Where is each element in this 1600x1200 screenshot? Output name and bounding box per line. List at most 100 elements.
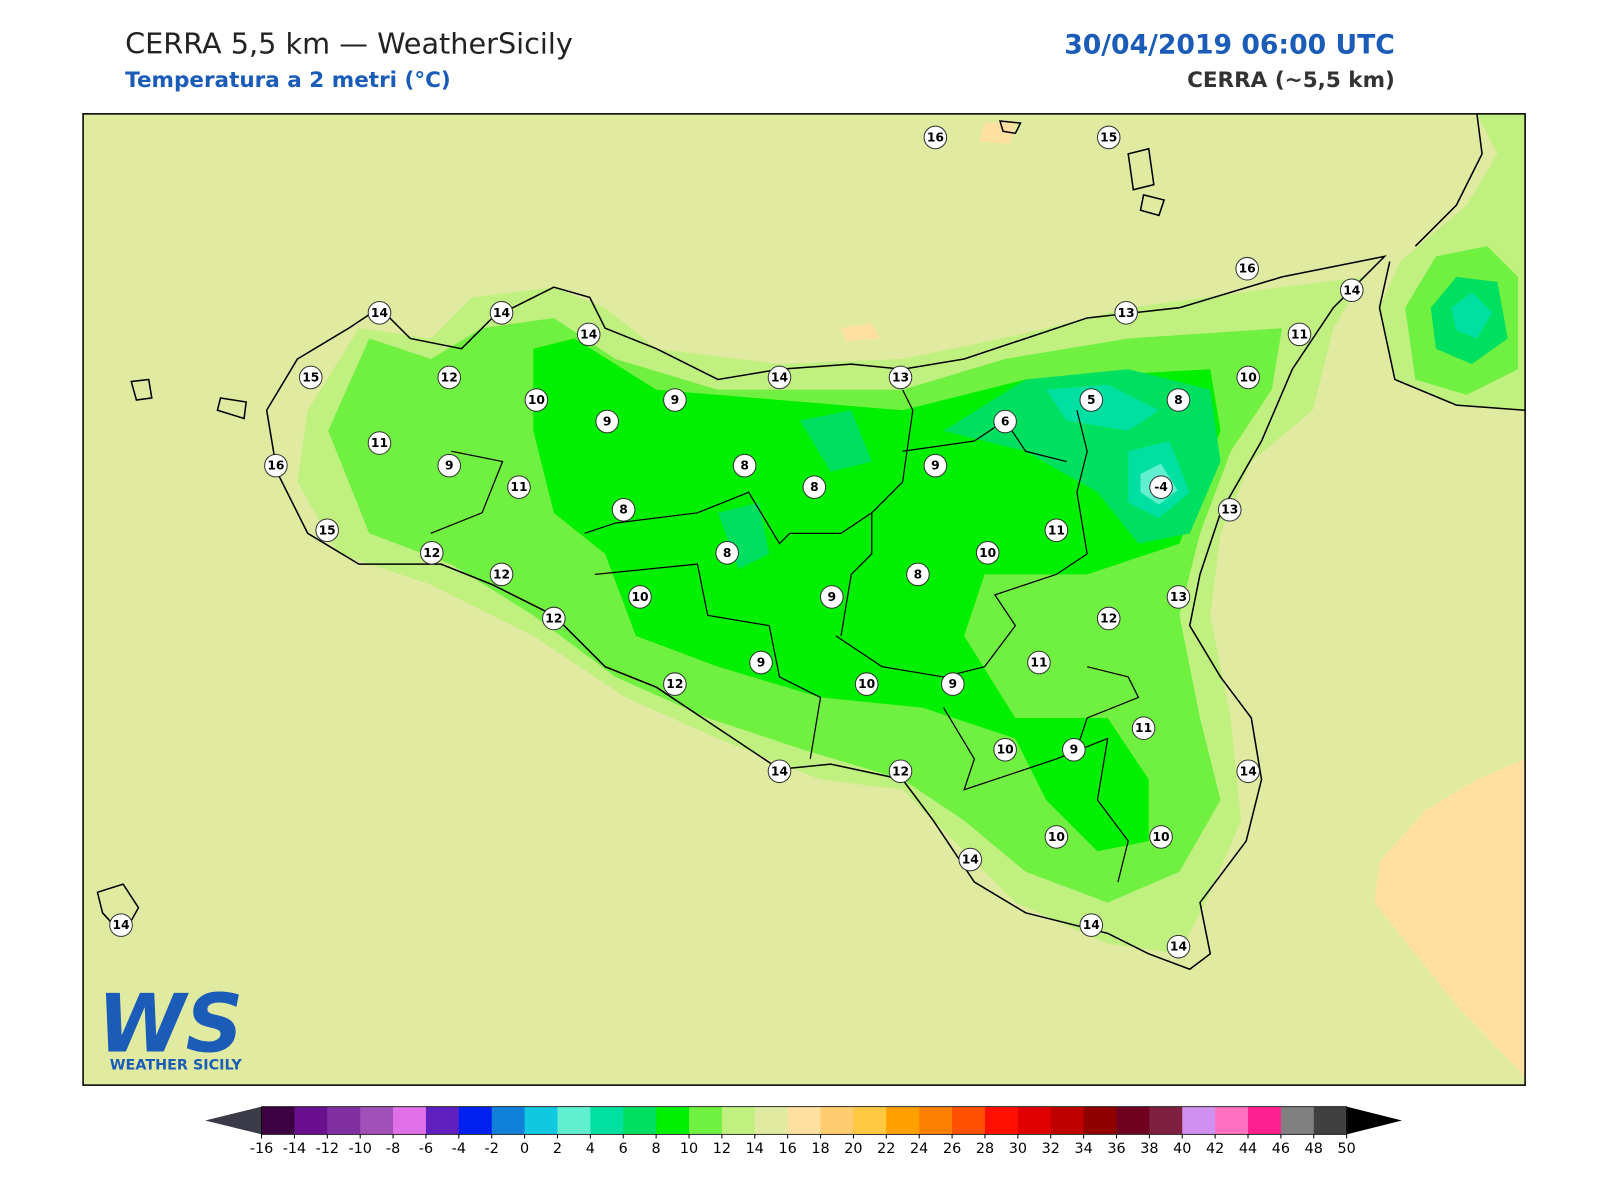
colorbar-bin [689,1106,723,1135]
colorbar-bin [787,1106,822,1135]
colorbar-bin [1215,1106,1249,1135]
station-value: 15 [1100,130,1117,144]
colorbar-tick-label: -4 [452,1141,466,1157]
colorbar-tick-label: 14 [746,1141,764,1157]
station-marker [628,585,652,609]
station-marker [1287,322,1312,347]
logo: WS [97,977,243,1070]
colorbar-tick-label: -12 [316,1141,339,1157]
station-marker [888,759,913,784]
colorbar-tick-label: 32 [1042,1141,1060,1157]
station-marker [420,541,444,565]
station-value: 14 [1170,940,1187,954]
station-value: 11 [1030,656,1047,670]
station-value: 12 [892,764,909,778]
colorbar-bin [623,1106,657,1135]
colorbar-bin [1280,1106,1315,1135]
station-value: 10 [1152,830,1169,844]
station-marker [524,388,549,412]
colorbar-bin [721,1106,756,1135]
colorbar-tick-label: 18 [811,1141,829,1157]
station-value: 9 [445,459,454,473]
station-value: 8 [914,567,923,581]
colorbar-tick-label: 20 [844,1141,862,1157]
station-marker [1166,585,1191,609]
station-marker [975,541,1000,565]
station-marker [1044,518,1069,543]
land-cold [533,338,1221,852]
station-value: 9 [949,677,958,691]
colorbar-bin [458,1106,493,1135]
station-marker [507,475,531,499]
station-value: 11 [1291,327,1308,341]
map-frame [82,113,1526,1086]
station-value: 10 [528,393,545,407]
station-marker [1027,650,1051,675]
colorbar-tick-label: 2 [553,1141,562,1157]
date: 30/04/2019 06:00 UTC [1064,29,1395,60]
station-marker [611,497,636,522]
station-marker [1079,913,1104,937]
station-marker [1114,301,1138,325]
model: CERRA (~5,5 km) [1187,68,1395,93]
colorbar-bin [557,1106,591,1135]
station-marker [888,365,913,390]
colorbar-tick-label: 50 [1338,1141,1356,1157]
station-value: 9 [603,415,612,429]
colorbar-tick-label: -8 [386,1141,400,1157]
colorbar-tick-label: 6 [619,1141,628,1157]
station-value: 13 [1170,590,1187,604]
colorbar-tick-label: -14 [283,1141,306,1157]
subtitle: Temperatura a 2 metri (°C) [125,68,451,93]
colorbar-bin [820,1106,854,1135]
station-marker [802,475,827,499]
colorbar-tick-label: 38 [1140,1141,1158,1157]
station-value: 14 [493,306,510,320]
station-marker [767,365,792,390]
colorbar-bin [327,1106,361,1135]
station-marker [264,453,288,478]
station-marker [993,409,1017,434]
station-marker [1096,125,1121,150]
colorbar-tick-label: 42 [1206,1141,1224,1157]
station-value: 8 [619,503,628,517]
station-value: 6 [1001,415,1010,429]
station-value: 12 [493,567,510,581]
colorbar-bin [294,1106,328,1135]
station-marker [1062,737,1086,762]
colorbar-bin [656,1106,690,1135]
station-value: 12 [545,611,562,625]
station-marker [437,453,462,478]
colorbar-bin [1116,1106,1150,1135]
station-marker [1166,388,1191,412]
station-value: 12 [1100,611,1117,625]
colorbar-tick-label: 44 [1239,1141,1257,1157]
station-value: 12 [666,677,683,691]
colorbar-tick-label: 46 [1272,1141,1290,1157]
station-marker [1096,606,1121,631]
colorbar-bin [590,1106,624,1135]
colorbar-bin [754,1106,789,1135]
colorbar-tick-label: 36 [1107,1141,1125,1157]
colorbar-tick-label: 28 [976,1141,994,1157]
station-marker [819,585,844,609]
station-marker [663,388,687,412]
station-marker [489,301,514,325]
colorbar-tick-label: 22 [877,1141,895,1157]
station-value: 16 [927,130,944,144]
station-value: 16 [267,459,284,473]
station-marker [749,650,773,675]
station-value: 13 [1221,503,1238,517]
station-marker [1166,934,1191,959]
colorbar-tick-label: -16 [250,1141,273,1157]
colorbar-bin [393,1106,427,1135]
colorbar-tick-label: 40 [1173,1141,1191,1157]
station-value: 15 [319,523,336,537]
colorbar-bin [853,1106,887,1135]
colorbar: -16 -14 -12 -10 -8 -6 -4 -2 0 2 4 6 8 10 12 14 16 18 20 22 2… [205,1106,1403,1157]
colorbar-bin [1149,1106,1183,1135]
colorbar-bin [524,1106,558,1135]
colorbar-over [1346,1106,1403,1135]
station-marker [315,518,339,543]
